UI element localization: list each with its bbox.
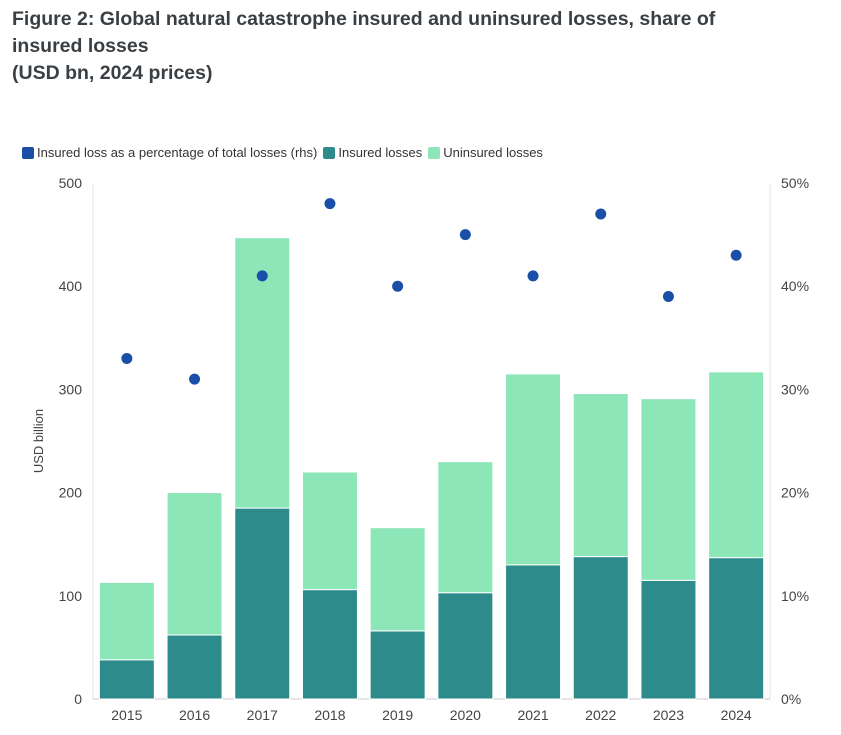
bar-uninsured-2024 — [708, 371, 765, 559]
title-line-2: insured losses — [12, 35, 149, 57]
bar-insured-2015 — [98, 659, 155, 700]
y-tick-label: 100 — [59, 588, 83, 604]
bar-uninsured-2022 — [572, 393, 629, 558]
bar-uninsured-2015 — [98, 581, 155, 661]
y-axis-title: USD billion — [31, 409, 46, 473]
x-tick-label-2017: 2017 — [247, 707, 278, 723]
x-tick-label-2021: 2021 — [517, 707, 548, 723]
bar-uninsured-2020 — [437, 461, 494, 594]
bar-insured-2018 — [301, 589, 358, 700]
bar-insured-2020 — [437, 592, 494, 700]
x-tick-label-2019: 2019 — [382, 707, 413, 723]
bar-insured-2024 — [708, 557, 765, 700]
point-pct-2018 — [324, 198, 336, 210]
y-tick-label: 200 — [59, 485, 83, 501]
x-tick-label-2023: 2023 — [653, 707, 684, 723]
x-tick-label-2024: 2024 — [721, 707, 752, 723]
x-tick-label-2022: 2022 — [585, 707, 616, 723]
y2-tick-label: 30% — [781, 381, 809, 397]
legend-item-uninsured: Uninsured losses — [428, 145, 543, 160]
bar-uninsured-2016 — [166, 492, 223, 636]
bar-insured-2019 — [369, 630, 426, 700]
chart-legend: Insured loss as a percentage of total lo… — [22, 145, 549, 160]
point-pct-2015 — [121, 352, 133, 364]
point-pct-2017 — [256, 270, 268, 282]
y2-tick-label: 50% — [781, 175, 809, 191]
bar-insured-2023 — [640, 579, 697, 700]
legend-swatch-percentage — [22, 146, 34, 159]
bar-uninsured-2021 — [505, 373, 562, 566]
legend-label-insured: Insured losses — [338, 145, 423, 160]
bar-uninsured-2017 — [234, 237, 291, 509]
bar-insured-2022 — [572, 556, 629, 700]
point-pct-2024 — [730, 249, 742, 261]
point-pct-2021 — [527, 270, 539, 282]
y-tick-label: 0 — [74, 691, 82, 707]
legend-label-uninsured: Uninsured losses — [443, 145, 543, 160]
y2-tick-label: 40% — [781, 278, 809, 294]
point-pct-2020 — [459, 229, 471, 241]
legend-item-insured: Insured losses — [323, 145, 422, 160]
y2-tick-label: 0% — [781, 691, 801, 707]
bar-insured-2016 — [166, 634, 223, 700]
bar-uninsured-2019 — [369, 527, 426, 632]
point-pct-2022 — [595, 208, 607, 220]
point-pct-2019 — [392, 280, 404, 292]
legend-swatch-insured — [323, 146, 336, 159]
legend-swatch-uninsured — [428, 146, 441, 159]
x-tick-label-2018: 2018 — [314, 707, 345, 723]
point-pct-2023 — [662, 291, 674, 303]
chart-title: Figure 2: Global natural catastrophe ins… — [12, 6, 812, 87]
x-tick-label-2015: 2015 — [111, 707, 142, 723]
point-pct-2016 — [189, 373, 201, 385]
y2-tick-label: 20% — [781, 485, 809, 501]
bar-uninsured-2018 — [301, 471, 358, 591]
x-tick-label-2016: 2016 — [179, 707, 210, 723]
bar-insured-2017 — [234, 507, 291, 700]
y-tick-label: 400 — [59, 278, 83, 294]
y-tick-label: 300 — [59, 381, 83, 397]
x-tick-label-2020: 2020 — [450, 707, 481, 723]
title-line-3: (USD bn, 2024 prices) — [12, 62, 213, 84]
legend-label-percentage: Insured loss as a percentage of total lo… — [37, 145, 318, 160]
y2-tick-label: 10% — [781, 588, 809, 604]
bar-insured-2021 — [505, 564, 562, 700]
y-tick-label: 500 — [59, 175, 83, 191]
bar-uninsured-2023 — [640, 398, 697, 581]
title-line-1: Figure 2: Global natural catastrophe ins… — [12, 8, 716, 30]
legend-item-percentage: Insured loss as a percentage of total lo… — [22, 145, 317, 160]
